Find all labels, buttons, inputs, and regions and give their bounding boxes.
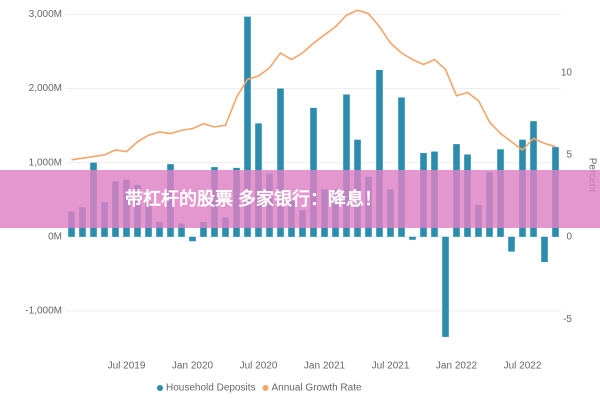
bar bbox=[409, 236, 416, 240]
y2-tick-label: 0 bbox=[566, 232, 572, 243]
bar bbox=[343, 94, 350, 237]
y-tick-label: 0M bbox=[48, 231, 62, 242]
x-tick-label: Jan 2021 bbox=[304, 361, 346, 372]
x-tick-label: Jul 2020 bbox=[240, 361, 278, 372]
bar bbox=[200, 221, 207, 237]
legend-label: Annual Growth Rate bbox=[272, 383, 362, 394]
bar bbox=[156, 221, 163, 237]
y2-tick-label: 5 bbox=[566, 150, 572, 161]
legend-label: Household Deposits bbox=[166, 383, 256, 394]
x-tick-label: Jan 2022 bbox=[436, 361, 478, 372]
bar bbox=[508, 236, 515, 252]
bar bbox=[442, 236, 449, 337]
legend-swatch bbox=[157, 385, 163, 391]
legend-swatch bbox=[262, 385, 269, 391]
y2-tick-label: 10 bbox=[561, 67, 573, 78]
bar bbox=[398, 97, 405, 237]
bar bbox=[541, 236, 548, 263]
bar bbox=[189, 236, 196, 242]
bar bbox=[178, 223, 185, 237]
x-tick-label: Jan 2020 bbox=[172, 361, 214, 372]
y2-tick-label: -5 bbox=[563, 314, 572, 325]
y-tick-label: 1,000M bbox=[29, 157, 62, 168]
bar bbox=[277, 88, 284, 237]
banner-text: 带杠杆的股票 多家银行：降息！ bbox=[125, 188, 382, 209]
growth-line bbox=[71, 9, 556, 161]
x-tick-label: Jul 2019 bbox=[108, 361, 146, 372]
x-tick-label: Jul 2021 bbox=[372, 361, 410, 372]
y-tick-label: -1,000M bbox=[25, 306, 62, 317]
bar bbox=[376, 70, 383, 237]
x-tick-label: Jul 2022 bbox=[504, 361, 542, 372]
y-tick-label: 3,000M bbox=[29, 9, 62, 20]
y-tick-label: 2,000M bbox=[29, 83, 62, 94]
bar bbox=[244, 16, 251, 237]
banner bbox=[0, 170, 600, 228]
